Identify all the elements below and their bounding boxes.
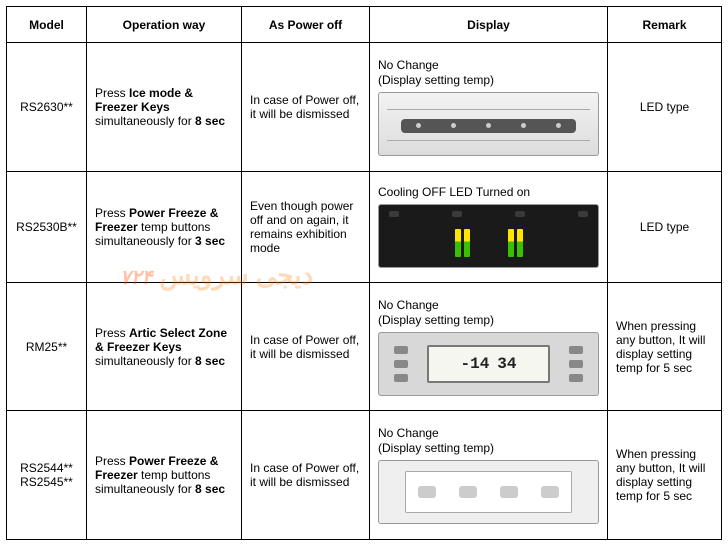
exhibition-mode-table: Model Operation way As Power off Display… (6, 6, 722, 540)
cell-model: RS2544** RS2545** (7, 411, 87, 540)
cell-operation: Press Power Freeze & Freezer temp button… (87, 171, 242, 282)
cell-model: RS2630** (7, 43, 87, 172)
display-panel-icon (378, 92, 599, 156)
cell-display: Cooling OFF LED Turned on (370, 171, 608, 282)
col-power: As Power off (242, 7, 370, 43)
cell-remark: When pressing any button, It will displa… (608, 411, 722, 540)
cell-operation: Press Artic Select Zone & Freezer Keys s… (87, 282, 242, 411)
cell-power: Even though power off and on again, it r… (242, 171, 370, 282)
table-header-row: Model Operation way As Power off Display… (7, 7, 722, 43)
cell-display: No Change (Display setting temp) (370, 411, 608, 540)
table-row: RS2630** Press Ice mode & Freezer Keys s… (7, 43, 722, 172)
cell-power: In case of Power off, it will be dismiss… (242, 282, 370, 411)
cell-model: RM25** (7, 282, 87, 411)
cell-operation: Press Ice mode & Freezer Keys simultaneo… (87, 43, 242, 172)
col-model: Model (7, 7, 87, 43)
display-panel-icon (378, 460, 599, 524)
cell-display: No Change (Display setting temp) -14 34 (370, 282, 608, 411)
col-display: Display (370, 7, 608, 43)
display-panel-icon (378, 204, 599, 268)
cell-model: RS2530B** (7, 171, 87, 282)
cell-display: No Change (Display setting temp) (370, 43, 608, 172)
display-panel-icon: -14 34 (378, 332, 599, 396)
col-remark: Remark (608, 7, 722, 43)
col-operation: Operation way (87, 7, 242, 43)
cell-remark: When pressing any button, It will displa… (608, 282, 722, 411)
cell-remark: LED type (608, 171, 722, 282)
table-row: RM25** Press Artic Select Zone & Freezer… (7, 282, 722, 411)
cell-remark: LED type (608, 43, 722, 172)
cell-power: In case of Power off, it will be dismiss… (242, 43, 370, 172)
cell-power: In case of Power off, it will be dismiss… (242, 411, 370, 540)
table-row: RS2530B** Press Power Freeze & Freezer t… (7, 171, 722, 282)
cell-operation: Press Power Freeze & Freezer temp button… (87, 411, 242, 540)
table-row: RS2544** RS2545** Press Power Freeze & F… (7, 411, 722, 540)
